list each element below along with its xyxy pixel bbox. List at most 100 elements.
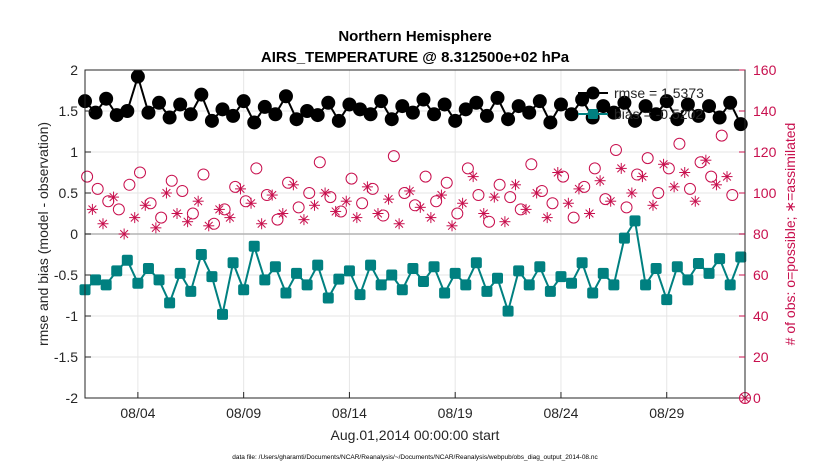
assimilated-point bbox=[573, 183, 585, 195]
x-tick-label: 08/24 bbox=[543, 405, 578, 421]
assimilated-point bbox=[277, 208, 289, 219]
assimilated-point bbox=[171, 208, 183, 219]
possible-point bbox=[155, 211, 168, 224]
assimilated-point bbox=[287, 179, 299, 191]
rmse-point bbox=[437, 97, 452, 112]
assimilated-stroke bbox=[193, 196, 203, 206]
assimilated-stroke bbox=[289, 180, 298, 190]
assimilated-point bbox=[615, 162, 627, 174]
data-marks bbox=[78, 69, 751, 404]
y2-tick-label: 40 bbox=[753, 308, 769, 324]
bias-point bbox=[460, 279, 472, 291]
assimilated-point bbox=[203, 220, 215, 232]
rmse-point bbox=[278, 89, 293, 104]
rmse-point bbox=[606, 105, 621, 120]
possible-point bbox=[525, 158, 538, 171]
rmse-point bbox=[204, 113, 219, 128]
rmse-point bbox=[543, 115, 558, 130]
bias-point bbox=[692, 258, 704, 270]
assimilated-point bbox=[531, 187, 543, 199]
rmse-point bbox=[194, 87, 209, 102]
possible-point bbox=[303, 187, 316, 199]
possible-point bbox=[620, 201, 633, 214]
bias-point bbox=[217, 308, 228, 320]
assimilated-stroke bbox=[215, 205, 224, 214]
assimilated-point bbox=[383, 193, 395, 205]
bias-point bbox=[227, 257, 239, 269]
rmse-point bbox=[511, 99, 526, 114]
bias-point bbox=[354, 289, 366, 301]
assimilated-stroke bbox=[172, 209, 182, 218]
assimilated-point bbox=[213, 203, 225, 215]
assimilated-stroke bbox=[183, 217, 192, 226]
assimilated-stroke bbox=[521, 205, 531, 214]
assimilated-stroke bbox=[511, 180, 520, 190]
y2-tick-label: 20 bbox=[753, 349, 769, 365]
rmse-point bbox=[120, 104, 135, 118]
bias-point bbox=[481, 285, 493, 297]
assimilated-point bbox=[414, 201, 426, 213]
possible-point bbox=[91, 182, 104, 195]
bias-point bbox=[640, 279, 652, 291]
bias-point bbox=[703, 267, 715, 279]
bias-point bbox=[735, 251, 747, 263]
assimilated-point bbox=[700, 154, 712, 166]
y2-tick-label: 120 bbox=[753, 144, 777, 160]
possible-point bbox=[186, 207, 199, 220]
possible-point bbox=[483, 215, 496, 228]
assimilated-point bbox=[467, 171, 479, 183]
bias-point bbox=[100, 279, 112, 291]
assimilated-stroke bbox=[278, 209, 288, 218]
possible-point bbox=[726, 189, 739, 202]
possible-point bbox=[641, 152, 654, 165]
y-tick-label: -1.5 bbox=[54, 349, 78, 365]
bias-point bbox=[523, 279, 535, 291]
assimilated-point bbox=[552, 167, 564, 178]
bias-point bbox=[195, 249, 207, 260]
assimilated-point bbox=[435, 189, 447, 201]
assimilated-point bbox=[425, 212, 437, 224]
assimilated-point bbox=[182, 216, 194, 228]
chart-title: Northern Hemisphere bbox=[338, 28, 491, 45]
bias-point bbox=[608, 279, 620, 291]
rmse-point bbox=[427, 107, 442, 122]
assimilated-stroke bbox=[236, 184, 245, 194]
bias-point bbox=[153, 274, 165, 286]
assimilated-stroke bbox=[574, 184, 584, 194]
possible-point bbox=[440, 176, 453, 189]
assimilated-stroke bbox=[373, 209, 383, 218]
possible-point bbox=[292, 201, 305, 214]
bias-point bbox=[587, 287, 599, 299]
bias-point bbox=[365, 259, 377, 271]
assimilated-point bbox=[647, 199, 659, 211]
y2-tick-label: 0 bbox=[753, 390, 761, 406]
assimilated-stroke bbox=[437, 190, 446, 200]
rmse-point bbox=[331, 113, 346, 128]
assimilated-point bbox=[139, 199, 151, 211]
rmse-point bbox=[321, 95, 336, 110]
assimilated-stroke bbox=[130, 213, 139, 222]
y-tick-label: 1.5 bbox=[59, 103, 79, 119]
assimilated-point bbox=[509, 179, 521, 191]
rmse-point bbox=[733, 117, 748, 132]
rmse-point bbox=[141, 105, 156, 120]
bias-point bbox=[343, 265, 355, 277]
assimilated-stroke bbox=[109, 192, 118, 202]
x-tick-label: 08/04 bbox=[120, 405, 155, 421]
rmse-point bbox=[173, 97, 188, 112]
rmse-point bbox=[575, 92, 590, 107]
assimilated-point bbox=[340, 195, 352, 207]
bias-point bbox=[513, 265, 525, 277]
rmse-point bbox=[628, 113, 642, 128]
assimilated-point bbox=[330, 205, 342, 217]
legend-label: bias = -0.5202 bbox=[614, 106, 703, 122]
assimilated-point bbox=[97, 218, 109, 230]
rmse-point bbox=[479, 108, 494, 123]
rmse-point bbox=[617, 95, 632, 110]
bias-point bbox=[132, 277, 144, 289]
possible-point bbox=[313, 156, 326, 169]
rmse-point bbox=[469, 95, 484, 110]
rmse-point bbox=[659, 94, 674, 109]
possible-point bbox=[546, 197, 559, 210]
